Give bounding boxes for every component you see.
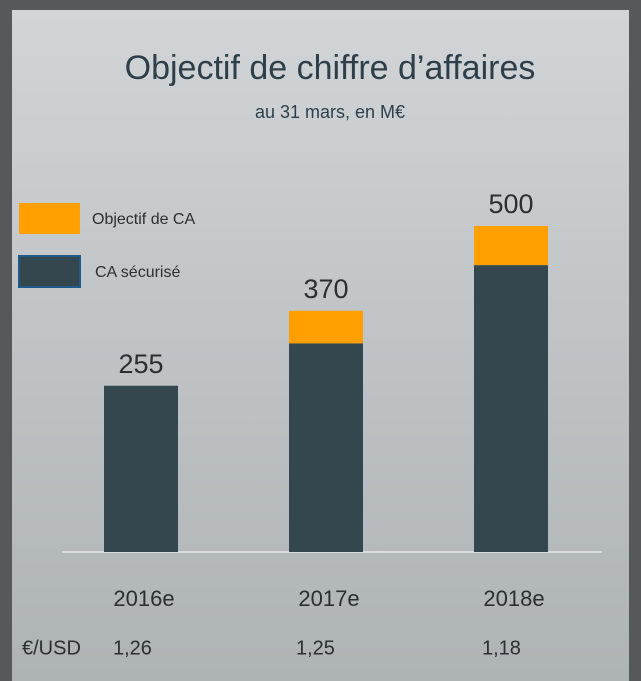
legend-swatch [18,255,81,288]
legend-label: CA sécurisé [95,264,180,281]
bar-segment [474,265,548,552]
total-label: 255 [118,349,163,379]
total-label: 500 [488,189,533,219]
chart-subtitle: au 31 mars, en M€ [255,102,405,122]
legend-swatch [19,203,80,234]
fx-label: €/USD [22,637,81,659]
chart-title: Objectif de chiffre d’affaires [125,49,536,87]
bar-segment [104,385,178,552]
fx-value: 1,18 [482,637,521,659]
bar-segment [474,226,548,266]
legend-label: Objectif de CA [92,211,195,228]
x-tick-label: 2018e [483,586,544,611]
bar-segment [289,310,363,344]
fx-value: 1,25 [296,637,335,659]
x-tick-label: 2016e [113,586,174,611]
bar-segment [289,343,363,552]
total-label: 370 [303,274,348,304]
fx-value: 1,26 [113,637,152,659]
x-tick-label: 2017e [298,586,359,611]
